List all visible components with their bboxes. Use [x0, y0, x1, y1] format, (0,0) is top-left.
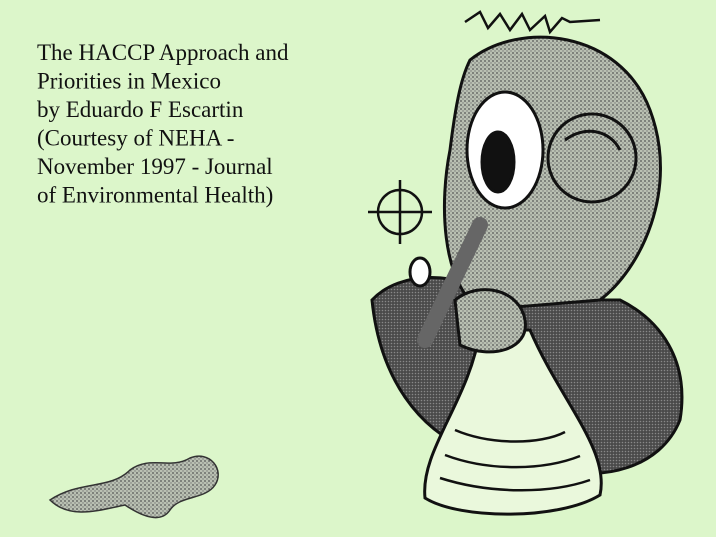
pupil: [482, 132, 514, 192]
title-line: November 1997 - Journal: [37, 154, 273, 179]
monocle: [548, 114, 636, 202]
page: The HACCP Approach and Priorities in Mexi…: [0, 0, 716, 537]
tube-end: [410, 258, 430, 286]
title-line: of Environmental Health): [37, 183, 273, 208]
title-line: Priorities in Mexico: [37, 69, 221, 94]
cover: The HACCP Approach and Priorities in Mexi…: [0, 0, 716, 537]
title-line: The HACCP Approach and: [37, 40, 289, 65]
title-line: by Eduardo F Escartin: [37, 97, 244, 122]
title-line: (Courtesy of NEHA -: [37, 126, 234, 151]
hand: [455, 290, 525, 352]
